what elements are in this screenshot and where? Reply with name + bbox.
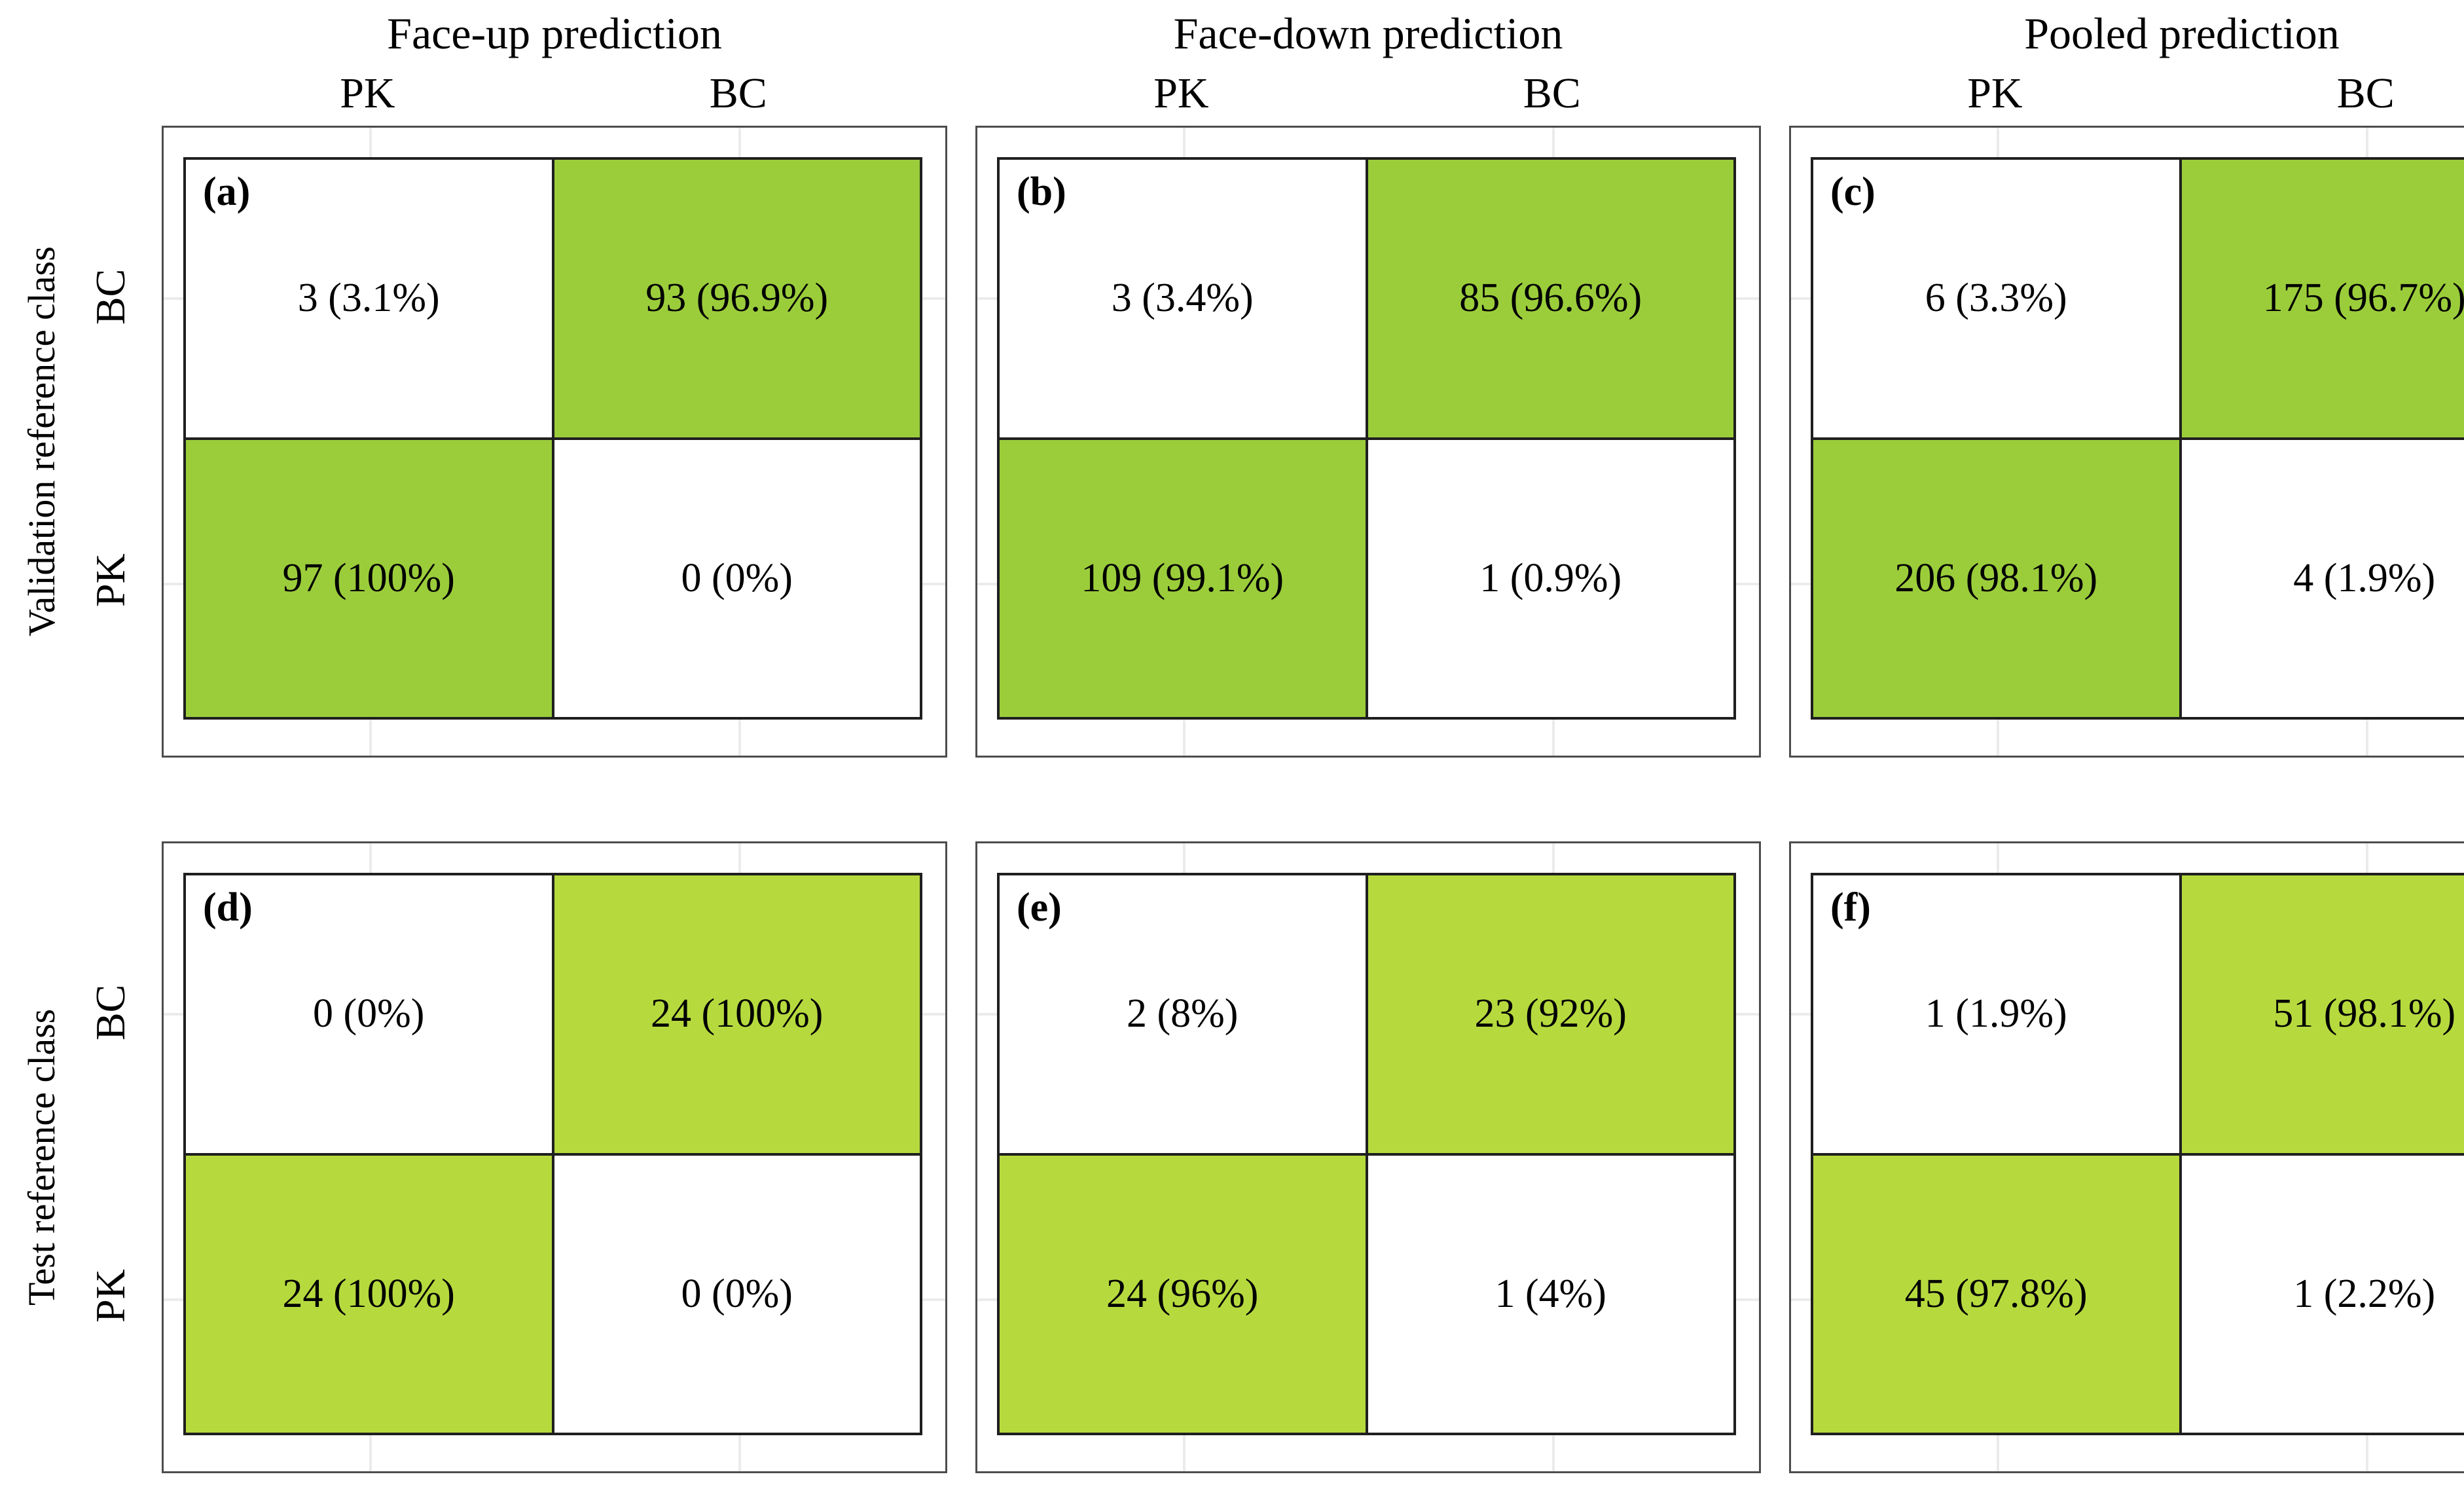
cell-ref-bc-pred-pk: (c) 6 (3.3%) xyxy=(1813,160,2179,437)
row-title-test: Test reference class xyxy=(20,1008,63,1306)
cell-value: 206 (98.1%) xyxy=(1894,555,2098,600)
cell-ref-bc-pred-bc: 93 (96.9%) xyxy=(554,160,920,437)
cell-value: 0 (0%) xyxy=(681,1271,793,1316)
cell-ref-pk-pred-pk: 24 (96%) xyxy=(1000,1155,1366,1433)
cell-value: 1 (1.9%) xyxy=(1925,991,2067,1036)
cell-ref-pk-pred-bc: 1 (2.2%) xyxy=(2181,1155,2464,1433)
panel-f: (f) 1 (1.9%) 51 (98.1%) 45 (97.8%) 1 (2.… xyxy=(1789,841,2464,1473)
panel-c: (c) 6 (3.3%) 175 (96.7%) 206 (98.1%) 4 (… xyxy=(1789,126,2464,758)
cell-value: 4 (1.9%) xyxy=(2293,555,2436,600)
panel-label: (c) xyxy=(1830,170,1875,214)
pred-label-bc: BC xyxy=(2336,69,2395,117)
ref-label-pk: PK xyxy=(87,1269,134,1323)
cell-ref-pk-pred-bc: 1 (0.9%) xyxy=(1368,439,1733,717)
pred-label-pk: PK xyxy=(1153,69,1209,117)
matrix-grid: (f) 1 (1.9%) 51 (98.1%) 45 (97.8%) 1 (2.… xyxy=(1811,873,2464,1435)
panel-label: (a) xyxy=(203,170,251,214)
panel-label: (d) xyxy=(203,885,253,930)
matrix-grid: (c) 6 (3.3%) 175 (96.7%) 206 (98.1%) 4 (… xyxy=(1811,157,2464,720)
column-title-pooled: Pooled prediction xyxy=(2024,9,2340,58)
cell-ref-bc-pred-pk: (e) 2 (8%) xyxy=(1000,875,1366,1153)
row-title-validation: Validation reference class xyxy=(20,246,63,637)
column-header-face-down: Face-down prediction PK BC xyxy=(975,0,1761,124)
cell-value: 2 (8%) xyxy=(1127,991,1239,1036)
cell-ref-pk-pred-bc: 0 (0%) xyxy=(554,1155,920,1433)
cell-ref-bc-pred-pk: (f) 1 (1.9%) xyxy=(1813,875,2179,1153)
ref-label-pk: PK xyxy=(87,553,134,607)
pred-label-pk: PK xyxy=(1967,69,2023,117)
cell-ref-pk-pred-pk: 24 (100%) xyxy=(186,1155,552,1433)
pred-label-bc: BC xyxy=(709,69,767,117)
cell-value: 1 (4%) xyxy=(1495,1271,1606,1316)
cell-ref-bc-pred-bc: 24 (100%) xyxy=(554,875,920,1153)
cell-ref-pk-pred-pk: 206 (98.1%) xyxy=(1813,439,2179,717)
cell-value: 23 (92%) xyxy=(1474,991,1627,1036)
panel-e: (e) 2 (8%) 23 (92%) 24 (96%) 1 (4%) xyxy=(975,841,1761,1473)
ref-label-bc: BC xyxy=(87,268,134,325)
cell-value: 85 (96.6%) xyxy=(1459,276,1642,321)
cell-ref-pk-pred-pk: 109 (99.1%) xyxy=(1000,439,1366,717)
cell-value: 175 (96.7%) xyxy=(2262,276,2464,321)
cell-value: 6 (3.3%) xyxy=(1925,276,2067,321)
panel-b: (b) 3 (3.4%) 85 (96.6%) 109 (99.1%) 1 (0… xyxy=(975,126,1761,758)
cell-value: 97 (100%) xyxy=(282,555,455,600)
cell-ref-pk-pred-bc: 1 (4%) xyxy=(1368,1155,1733,1433)
pred-label-bc: BC xyxy=(1523,69,1581,117)
cell-value: 24 (96%) xyxy=(1106,1271,1259,1316)
cell-value: 3 (3.4%) xyxy=(1111,276,1254,321)
cell-ref-bc-pred-bc: 85 (96.6%) xyxy=(1368,160,1733,437)
panel-d: (d) 0 (0%) 24 (100%) 24 (100%) 0 (0%) xyxy=(162,841,947,1473)
column-title-face-down: Face-down prediction xyxy=(1173,9,1563,58)
cell-ref-pk-pred-pk: 97 (100%) xyxy=(186,439,552,717)
cell-value: 0 (0%) xyxy=(313,991,425,1036)
cell-ref-pk-pred-bc: 4 (1.9%) xyxy=(2181,439,2464,717)
cell-ref-pk-pred-pk: 45 (97.8%) xyxy=(1813,1155,2179,1433)
cell-value: 93 (96.9%) xyxy=(645,276,829,321)
cell-ref-bc-pred-pk: (b) 3 (3.4%) xyxy=(1000,160,1366,437)
cell-ref-pk-pred-bc: 0 (0%) xyxy=(554,439,920,717)
ref-label-bc: BC xyxy=(87,984,134,1041)
cell-value: 51 (98.1%) xyxy=(2273,991,2456,1036)
matrix-grid: (e) 2 (8%) 23 (92%) 24 (96%) 1 (4%) xyxy=(997,873,1736,1435)
cell-ref-bc-pred-bc: 23 (92%) xyxy=(1368,875,1733,1153)
matrix-grid: (d) 0 (0%) 24 (100%) 24 (100%) 0 (0%) xyxy=(183,873,922,1435)
panel-label: (b) xyxy=(1017,170,1066,214)
cell-value: 24 (100%) xyxy=(651,991,824,1036)
column-header-pooled: Pooled prediction PK BC xyxy=(1789,0,2464,124)
cell-value: 45 (97.8%) xyxy=(1904,1271,2088,1316)
cell-ref-bc-pred-bc: 51 (98.1%) xyxy=(2181,875,2464,1153)
cell-value: 24 (100%) xyxy=(282,1271,455,1316)
cell-value: 1 (0.9%) xyxy=(1479,555,1622,600)
cell-ref-bc-pred-pk: (d) 0 (0%) xyxy=(186,875,552,1153)
panel-a: (a) 3 (3.1%) 93 (96.9%) 97 (100%) 0 (0%) xyxy=(162,126,947,758)
matrix-grid: (b) 3 (3.4%) 85 (96.6%) 109 (99.1%) 1 (0… xyxy=(997,157,1736,720)
cell-value: 0 (0%) xyxy=(681,555,793,600)
column-header-face-up: Face-up prediction PK BC xyxy=(162,0,947,124)
cell-value: 3 (3.1%) xyxy=(297,276,440,321)
cell-ref-bc-pred-bc: 175 (96.7%) xyxy=(2181,160,2464,437)
cell-ref-bc-pred-pk: (a) 3 (3.1%) xyxy=(186,160,552,437)
cell-value: 1 (2.2%) xyxy=(2293,1271,2436,1316)
matrix-grid: (a) 3 (3.1%) 93 (96.9%) 97 (100%) 0 (0%) xyxy=(183,157,922,720)
panel-label: (f) xyxy=(1830,885,1871,930)
column-title-face-up: Face-up prediction xyxy=(387,9,722,58)
pred-label-pk: PK xyxy=(340,69,395,117)
cell-value: 109 (99.1%) xyxy=(1081,555,1284,600)
panel-label: (e) xyxy=(1017,885,1062,930)
